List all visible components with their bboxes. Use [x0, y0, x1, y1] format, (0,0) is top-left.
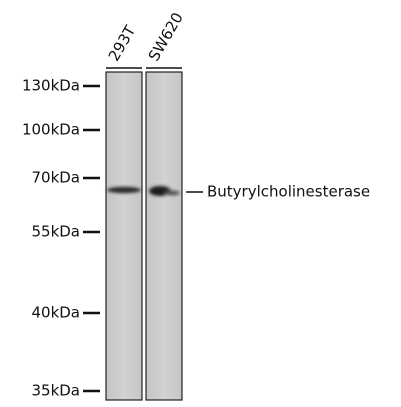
marker-label: 130kDa — [22, 77, 80, 95]
lane — [146, 72, 182, 400]
marker-label: 35kDa — [31, 382, 80, 400]
marker-label: 70kDa — [31, 169, 80, 187]
band — [164, 191, 180, 196]
band-label: Butyrylcholinesterase — [207, 183, 370, 201]
lane — [106, 72, 142, 400]
lane-label: 293T — [105, 22, 140, 64]
band — [107, 187, 141, 193]
western-blot: Butyrylcholinesterase 130kDa 100kDa 70kDa 5… — [0, 0, 401, 407]
marker-label: 100kDa — [22, 121, 80, 139]
lane-label: SW620 — [145, 9, 187, 64]
marker-label: 55kDa — [31, 223, 80, 241]
marker-label: 40kDa — [31, 304, 80, 322]
